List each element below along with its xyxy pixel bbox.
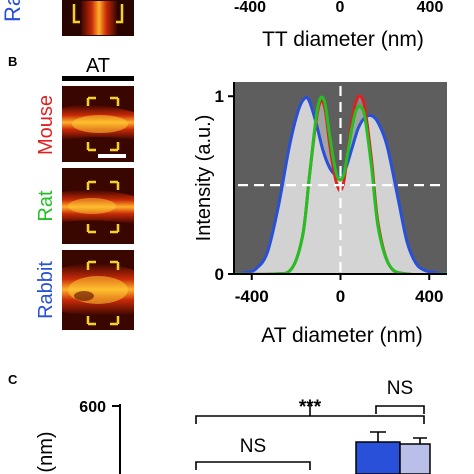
top-partial-panel: Ra -400 0 400 TT diameter (nm) bbox=[0, 0, 443, 51]
intensity-profile-chart: -400 0 400 0 1 Intensity (a.u.) AT diameter … bbox=[193, 82, 447, 347]
micrograph-mouse bbox=[62, 86, 134, 162]
top-tick-label: 400 bbox=[417, 0, 444, 16]
x-tick-label: 0 bbox=[336, 287, 345, 306]
species-label-rabbit: Rabbit bbox=[35, 261, 57, 319]
bar-chart: 600 (nm) *** NS NS bbox=[35, 378, 431, 474]
significance-label: NS bbox=[387, 378, 413, 399]
significance-bracket bbox=[375, 405, 425, 414]
bracket-icon bbox=[110, 142, 120, 152]
x-tick-label: -400 bbox=[235, 287, 269, 306]
bar-y-axis-label: (nm) bbox=[35, 431, 57, 472]
species-label-mouse: Mouse bbox=[35, 95, 57, 155]
bracket-icon bbox=[110, 260, 120, 270]
significance-bracket bbox=[195, 461, 311, 470]
bracket-icon bbox=[86, 316, 96, 326]
bracket-icon bbox=[110, 180, 120, 190]
significance-label: NS bbox=[240, 436, 266, 457]
bracket-icon bbox=[86, 260, 96, 270]
top-tick-label: 0 bbox=[336, 0, 345, 16]
error-bar bbox=[413, 437, 427, 444]
scale-bar bbox=[98, 154, 126, 158]
error-bar bbox=[370, 431, 386, 442]
y-tick-label: 600 bbox=[79, 399, 106, 416]
bar bbox=[399, 443, 431, 474]
bracket-icon bbox=[110, 316, 120, 326]
bracket-icon bbox=[110, 96, 120, 106]
y-tick-label: 1 bbox=[215, 87, 224, 106]
top-tick-label: -400 bbox=[234, 0, 266, 16]
species-label-rat: Rat bbox=[35, 190, 57, 222]
significance-label: *** bbox=[299, 397, 322, 418]
x-tick-label: 400 bbox=[415, 287, 443, 306]
top-bracket-left bbox=[72, 4, 80, 24]
bracket-icon bbox=[86, 96, 96, 106]
at-underline bbox=[62, 76, 134, 81]
bracket-icon bbox=[86, 142, 96, 152]
micrograph-rat bbox=[62, 168, 134, 244]
bar bbox=[355, 441, 401, 474]
top-bracket-right bbox=[116, 4, 124, 24]
bracket-icon bbox=[86, 180, 96, 190]
y-tick-label: 0 bbox=[215, 265, 224, 284]
bracket-icon bbox=[110, 224, 120, 234]
top-x-axis-label: TT diameter (nm) bbox=[262, 28, 424, 51]
micrograph-rabbit bbox=[62, 250, 134, 330]
x-axis-label: AT diameter (nm) bbox=[261, 324, 422, 347]
panel-b-letter: B bbox=[8, 54, 17, 69]
y-axis-label: Intensity (a.u.) bbox=[193, 115, 215, 242]
at-label: AT bbox=[86, 55, 110, 77]
bracket-icon bbox=[86, 224, 96, 234]
top-micrograph-band bbox=[81, 1, 117, 35]
top-species-label: Ra bbox=[0, 0, 25, 22]
panel-c-letter: C bbox=[8, 372, 18, 387]
